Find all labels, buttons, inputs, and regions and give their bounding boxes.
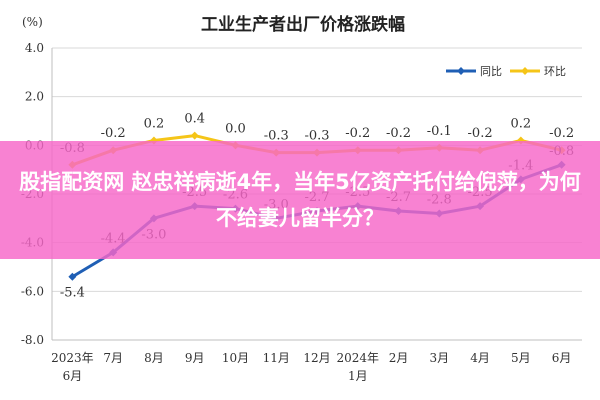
data-label: -0.1 (427, 124, 452, 139)
data-label: 0.2 (144, 116, 165, 131)
x-tick-label: 2月 (389, 351, 409, 365)
x-tick-label: 2024年 (336, 351, 379, 365)
data-label: -5.4 (60, 286, 85, 301)
data-label: -0.2 (345, 126, 370, 141)
y-tick-label: -6.0 (21, 284, 44, 298)
overlay-headline[interactable]: 股指配资网 赵忠祥病逝4年，当年5亿资产托付给倪萍，为何不给妻儿留半分？ (19, 170, 581, 230)
data-point (68, 272, 77, 281)
x-tick-label: 7月 (103, 351, 123, 365)
data-label: -0.3 (304, 129, 329, 144)
x-tick-label: 5月 (511, 351, 531, 365)
x-tick-label: 6月 (552, 351, 572, 365)
x-tick-label: 1月 (348, 369, 368, 383)
x-tick-label: 2023年 (51, 351, 94, 365)
overlay-banner[interactable]: 股指配资网 赵忠祥病逝4年，当年5亿资产托付给倪萍，为何不给妻儿留半分？ (0, 141, 600, 259)
data-label: -0.2 (549, 126, 574, 141)
data-label: -0.2 (468, 126, 493, 141)
data-label: -0.2 (101, 126, 126, 141)
x-tick-label: 9月 (185, 351, 205, 365)
data-label: -0.2 (386, 126, 411, 141)
chart-title: 工业生产者出厂价格涨跌幅 (201, 14, 405, 35)
legend-label: 环比 (544, 65, 566, 78)
x-tick-label: 4月 (470, 351, 490, 365)
legend-marker (457, 67, 465, 75)
data-point (190, 131, 199, 140)
y-tick-label: 4.0 (25, 41, 44, 55)
legend-marker (521, 67, 529, 75)
x-tick-label: 6月 (63, 369, 83, 383)
data-label: 0.2 (511, 116, 532, 131)
x-tick-label: 11月 (263, 351, 290, 365)
data-label: -0.3 (264, 129, 289, 144)
data-label: 0.0 (225, 121, 246, 136)
x-tick-label: 3月 (429, 351, 449, 365)
data-label: 0.4 (184, 112, 205, 127)
legend-label: 同比 (480, 65, 502, 78)
y-tick-label: 2.0 (25, 90, 44, 104)
y-tick-label: -8.0 (21, 333, 44, 347)
x-tick-label: 10月 (222, 351, 249, 365)
x-tick-label: 8月 (144, 351, 164, 365)
y-unit-label: (%) (22, 15, 43, 29)
x-tick-label: 12月 (303, 351, 330, 365)
